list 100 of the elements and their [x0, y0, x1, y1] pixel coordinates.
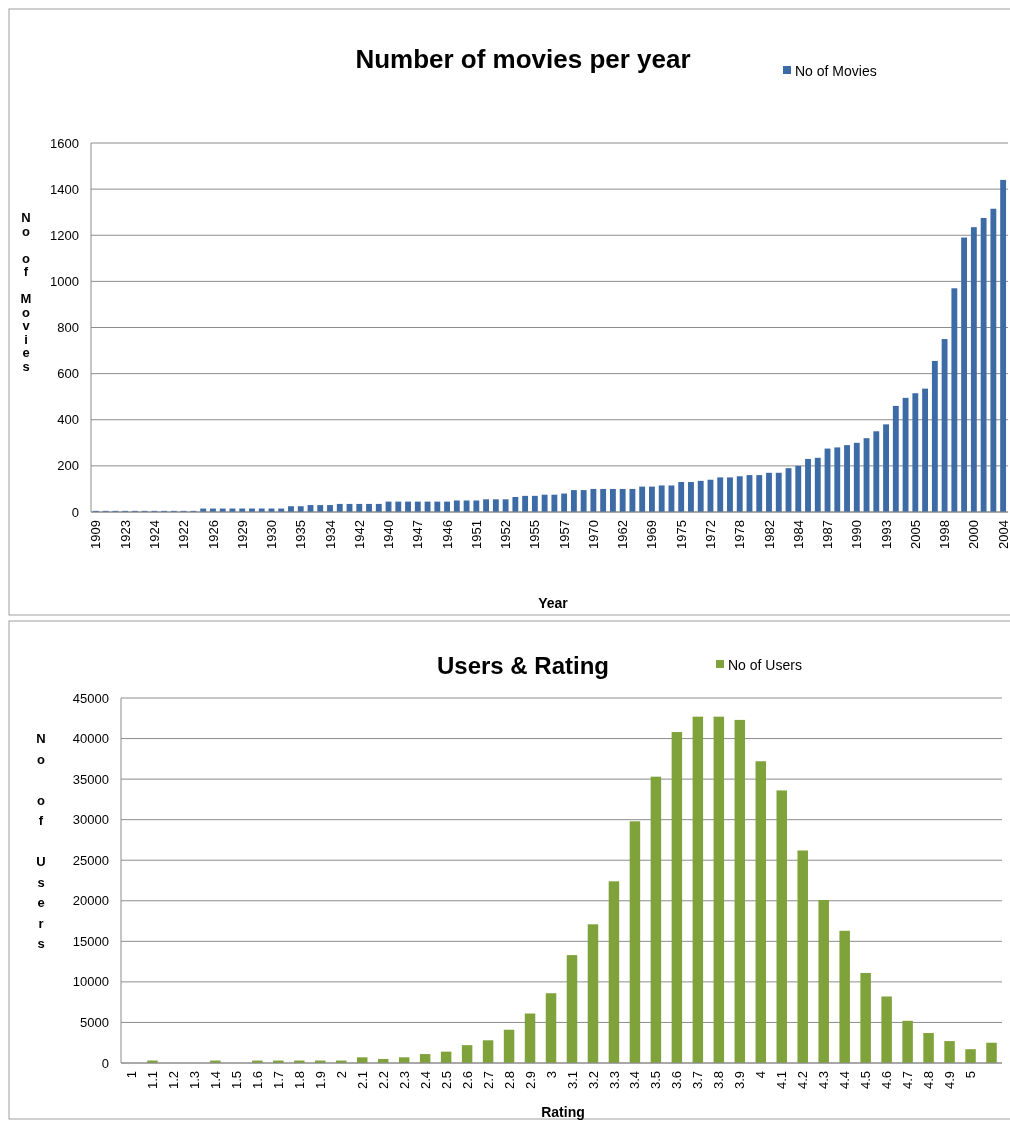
- x-tick-label: 2005: [907, 520, 923, 549]
- y-tick-label: 1600: [50, 135, 79, 151]
- x-tick-label: 3.5: [648, 1071, 664, 1090]
- y-tick-label: 800: [57, 320, 79, 336]
- y-tick-label: 25000: [72, 852, 109, 868]
- x-tick-label: 1.8: [291, 1071, 307, 1090]
- x-tick-label: 3.9: [732, 1071, 748, 1090]
- x-tick-label: 1926: [205, 520, 221, 549]
- x-tick-label: 2.6: [459, 1071, 475, 1090]
- y-tick-label: 5000: [80, 1014, 109, 1030]
- y-tick-label: 1000: [50, 273, 79, 289]
- chart-title: Users & Rating: [436, 652, 610, 679]
- x-tick-label: 2.7: [480, 1071, 496, 1090]
- legend-label: No of Users: [728, 656, 802, 673]
- y-tick-label: 10000: [72, 974, 109, 990]
- x-tick-label: 1909: [88, 520, 104, 549]
- x-tick-label: 1972: [703, 520, 719, 549]
- x-tick-label: 1923: [117, 520, 133, 549]
- x-tick-label: 1922: [176, 520, 192, 549]
- x-tick-label: 4.2: [795, 1071, 811, 1090]
- x-tick-label: 1952: [498, 520, 514, 549]
- y-tick-label: 20000: [72, 893, 109, 909]
- x-tick-label: 1998: [937, 520, 953, 549]
- x-tick-label: 1993: [878, 520, 894, 549]
- y-tick-label: 600: [57, 366, 79, 382]
- x-tick-label: 2.3: [396, 1071, 412, 1090]
- chart-title: Number of movies per year: [355, 44, 691, 74]
- x-tick-label: 1924: [146, 520, 162, 549]
- x-tick-label: 4.8: [921, 1071, 937, 1090]
- x-tick-label: 3.6: [669, 1071, 685, 1090]
- x-tick-label: 1990: [849, 520, 865, 549]
- x-tick-label: 1930: [264, 520, 280, 549]
- x-tick-label: 2.1: [354, 1071, 370, 1090]
- y-tick-label: 1400: [50, 181, 79, 197]
- x-tick-label: 1951: [468, 520, 484, 549]
- text: No of Movies: [20, 210, 32, 374]
- x-tick-label: 2.9: [522, 1071, 538, 1090]
- text: No of Users: [36, 731, 46, 951]
- x-tick-label: 1957: [556, 520, 572, 549]
- x-tick-label: 3.3: [606, 1071, 622, 1090]
- x-tick-label: 1934: [322, 520, 338, 549]
- x-tick-label: 2.5: [438, 1071, 454, 1090]
- y-tick-label: 35000: [72, 771, 109, 787]
- x-tick-label: 1.9: [312, 1071, 328, 1090]
- x-tick-label: 1.4: [207, 1071, 223, 1090]
- x-tick-label: 2004: [995, 520, 1010, 549]
- x-tick-label: 1970: [585, 520, 601, 549]
- y-tick-label: 200: [57, 458, 79, 474]
- x-tick-label: 1969: [644, 520, 660, 549]
- x-tick-label: 1975: [673, 520, 689, 549]
- x-tick-label: 3.4: [627, 1071, 643, 1090]
- legend-label: No of Movies: [795, 62, 877, 79]
- x-tick-label: 5: [963, 1071, 979, 1079]
- x-tick-label: 1955: [527, 520, 543, 549]
- x-tick-label: 2.8: [501, 1071, 517, 1090]
- x-tick-label: 1.2: [165, 1071, 181, 1090]
- x-tick-label: 1940: [381, 520, 397, 549]
- x-tick-label: 3: [543, 1071, 559, 1079]
- x-tick-label: 1929: [234, 520, 250, 549]
- y-tick-label: 40000: [72, 731, 109, 747]
- x-tick-label: 1.7: [270, 1071, 286, 1090]
- x-tick-label: 1947: [410, 520, 426, 549]
- x-tick-label: 4.9: [942, 1071, 958, 1090]
- x-tick-label: 1982: [761, 520, 777, 549]
- x-tick-label: 4.5: [858, 1071, 874, 1090]
- y-tick-label: 45000: [72, 690, 109, 706]
- x-tick-label: 1.5: [228, 1071, 244, 1090]
- x-tick-label: 1946: [439, 520, 455, 549]
- x-tick-label: 4.6: [879, 1071, 895, 1090]
- x-tick-label: 2000: [966, 520, 982, 549]
- x-tick-label: 3.2: [585, 1071, 601, 1090]
- x-tick-label: 1984: [790, 520, 806, 549]
- x-tick-label: 1.1: [145, 1071, 161, 1090]
- x-tick-label: 4.4: [837, 1071, 853, 1090]
- x-tick-label: 4: [753, 1071, 769, 1079]
- x-tick-label: 4.1: [774, 1071, 790, 1090]
- x-tick-label: 2.4: [417, 1071, 433, 1090]
- x-tick-label: 3.7: [690, 1071, 706, 1090]
- x-tick-label: 1942: [351, 520, 367, 549]
- x-tick-label: 1935: [293, 520, 309, 549]
- x-tick-label: 1962: [615, 520, 631, 549]
- x-tick-label: 2.2: [375, 1071, 391, 1090]
- y-tick-label: 15000: [72, 933, 109, 949]
- x-tick-label: 3.8: [711, 1071, 727, 1090]
- y-tick-label: 30000: [72, 812, 109, 828]
- x-tick-label: 4.3: [816, 1071, 832, 1090]
- x-tick-label: 3.1: [564, 1071, 580, 1090]
- x-tick-label: 1987: [820, 520, 836, 549]
- x-tick-label: 1978: [732, 520, 748, 549]
- x-tick-label: 1: [124, 1071, 140, 1079]
- x-axis-title: Year: [538, 595, 569, 611]
- y-tick-label: 0: [71, 504, 79, 520]
- x-tick-label: 4.7: [900, 1071, 916, 1090]
- x-axis-title: Rating: [541, 1104, 585, 1120]
- x-tick-label: 1.6: [249, 1071, 265, 1090]
- x-tick-label: 2: [333, 1071, 349, 1079]
- y-tick-label: 0: [101, 1055, 109, 1071]
- x-tick-label: 1.3: [186, 1071, 202, 1090]
- y-tick-label: 1200: [50, 227, 79, 243]
- y-tick-label: 400: [57, 412, 79, 428]
